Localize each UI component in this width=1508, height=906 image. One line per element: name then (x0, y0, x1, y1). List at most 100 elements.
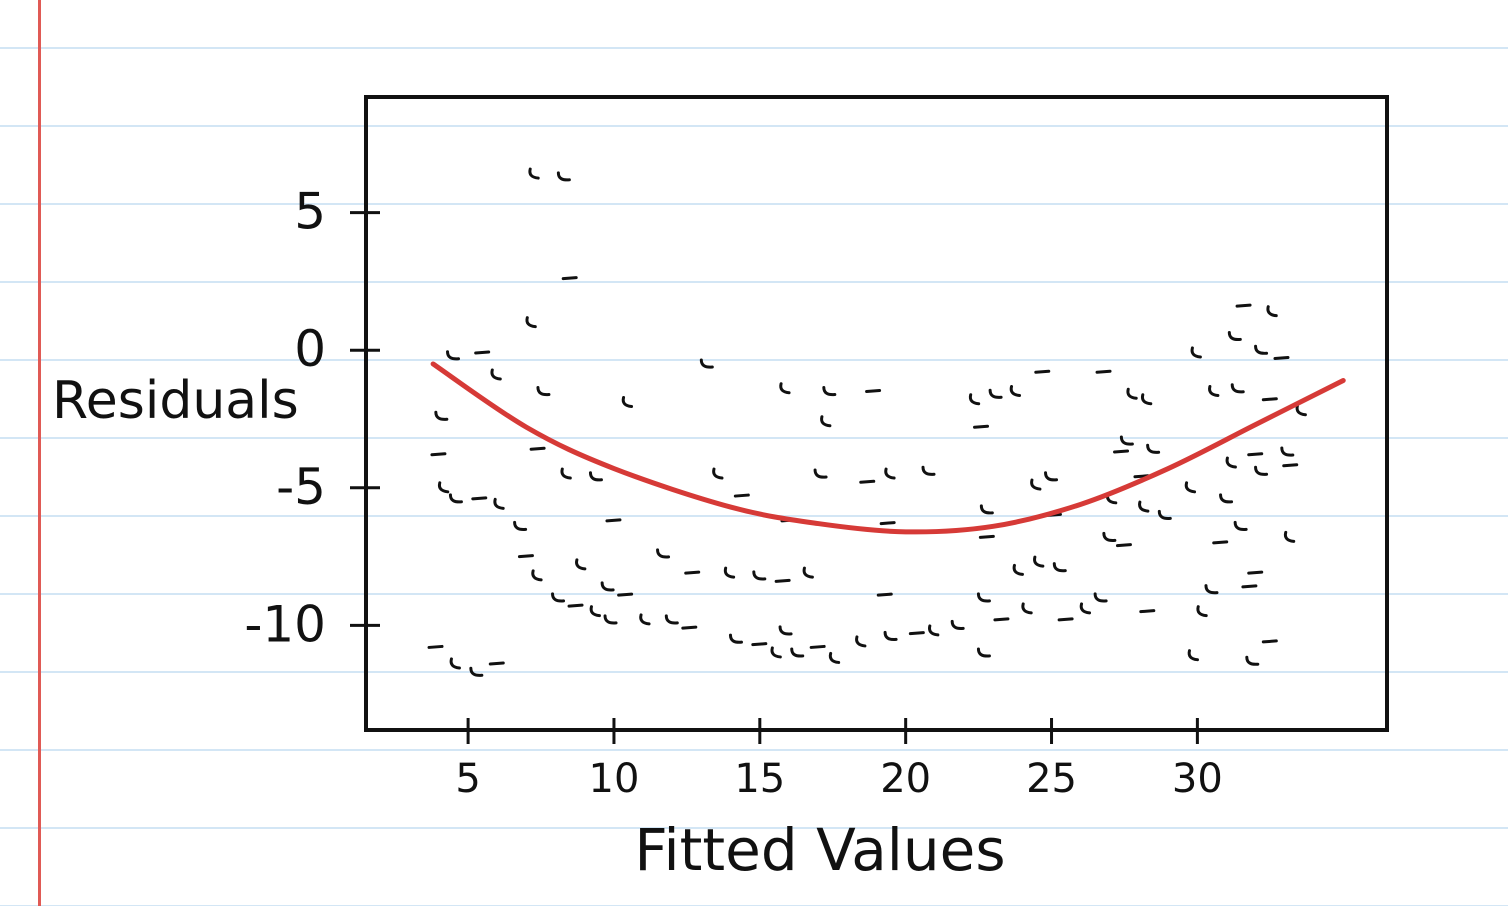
data-point (517, 554, 534, 559)
data-point (770, 646, 782, 659)
x-tick-label-20: 20 (880, 756, 931, 802)
plot-frame (364, 95, 1389, 732)
y-tick-label--10: -10 (244, 595, 326, 653)
y-tick-label--5: -5 (276, 458, 326, 516)
data-point (1157, 509, 1172, 520)
data-point (822, 385, 837, 397)
data-point (474, 350, 491, 355)
data-point (1233, 520, 1248, 531)
y-tick-label-0: 0 (294, 320, 326, 378)
data-point (1273, 355, 1290, 360)
data-point (1033, 555, 1045, 568)
data-point (1184, 481, 1197, 494)
data-point (1009, 384, 1022, 397)
data-point (1219, 493, 1234, 504)
data-point (561, 276, 578, 281)
data-point (859, 479, 876, 484)
data-point (471, 496, 488, 501)
data-point (728, 633, 743, 644)
data-point (1295, 404, 1307, 417)
data-point (621, 395, 634, 408)
data-point (1126, 387, 1138, 400)
data-point (1190, 346, 1202, 359)
data-point (751, 642, 768, 647)
data-point (639, 613, 651, 626)
data-point (1079, 602, 1092, 615)
data-point (560, 467, 572, 480)
data-point (1140, 393, 1153, 406)
data-point (1196, 605, 1208, 618)
data-point (879, 521, 896, 526)
data-point (1034, 369, 1051, 374)
data-point (976, 592, 991, 603)
data-point (976, 647, 991, 658)
data-point (1115, 543, 1132, 548)
data-point (525, 316, 537, 329)
data-point (778, 625, 793, 636)
data-point (1283, 530, 1296, 543)
data-point (1102, 531, 1117, 542)
data-point (699, 358, 714, 369)
data-point (1095, 369, 1112, 374)
data-point (790, 647, 805, 658)
data-point (978, 534, 995, 539)
x-tick-label-25: 25 (1026, 756, 1077, 802)
data-point (1280, 446, 1295, 457)
data-point (1208, 384, 1220, 397)
y-axis-label: Residuals (52, 371, 299, 431)
data-point (536, 385, 551, 397)
x-tick-label-15: 15 (734, 756, 785, 802)
data-point (1119, 435, 1134, 446)
data-point (865, 388, 882, 393)
data-point (449, 657, 461, 670)
data-point (928, 624, 940, 637)
data-point (950, 619, 965, 631)
x-tick-label-10: 10 (589, 756, 640, 802)
data-point (600, 581, 615, 592)
data-point (490, 368, 502, 381)
data-point (528, 167, 540, 180)
data-point (1225, 456, 1237, 469)
data-point (664, 614, 679, 625)
data-point (1261, 639, 1278, 644)
data-point (605, 518, 622, 523)
data-point (820, 415, 832, 428)
data-point (973, 424, 990, 429)
data-point (448, 493, 463, 504)
data-point (681, 625, 698, 630)
x-axis-label: Fitted Values (634, 816, 1005, 884)
notebook-margin-line (38, 0, 41, 906)
data-point (430, 452, 447, 457)
data-point (993, 617, 1010, 622)
data-point (1204, 584, 1219, 595)
data-point (575, 558, 587, 571)
data-point (1146, 443, 1161, 454)
data-point (556, 171, 571, 182)
y-tick-label-5: 5 (294, 183, 326, 241)
data-point (469, 666, 484, 677)
data-point (828, 651, 841, 664)
data-point (1247, 452, 1264, 457)
data-point (493, 497, 505, 510)
data-point (529, 446, 546, 451)
data-point (988, 388, 1003, 399)
data-point (588, 471, 603, 482)
data-point (656, 548, 671, 559)
x-tick-label-5: 5 (455, 756, 480, 802)
data-point (883, 630, 898, 642)
data-point (1187, 649, 1199, 662)
data-point (603, 614, 618, 625)
data-point (1021, 602, 1033, 615)
data-point (921, 465, 936, 476)
data-point (1235, 303, 1252, 308)
data-point (437, 481, 450, 494)
data-point (876, 592, 893, 597)
data-point (1254, 344, 1269, 355)
data-point (551, 592, 566, 603)
data-point (513, 520, 528, 531)
data-point (1139, 609, 1156, 614)
x-tick-label-30: 30 (1172, 756, 1223, 802)
data-point (979, 504, 994, 515)
data-point (434, 410, 449, 421)
data-point (1227, 330, 1242, 342)
